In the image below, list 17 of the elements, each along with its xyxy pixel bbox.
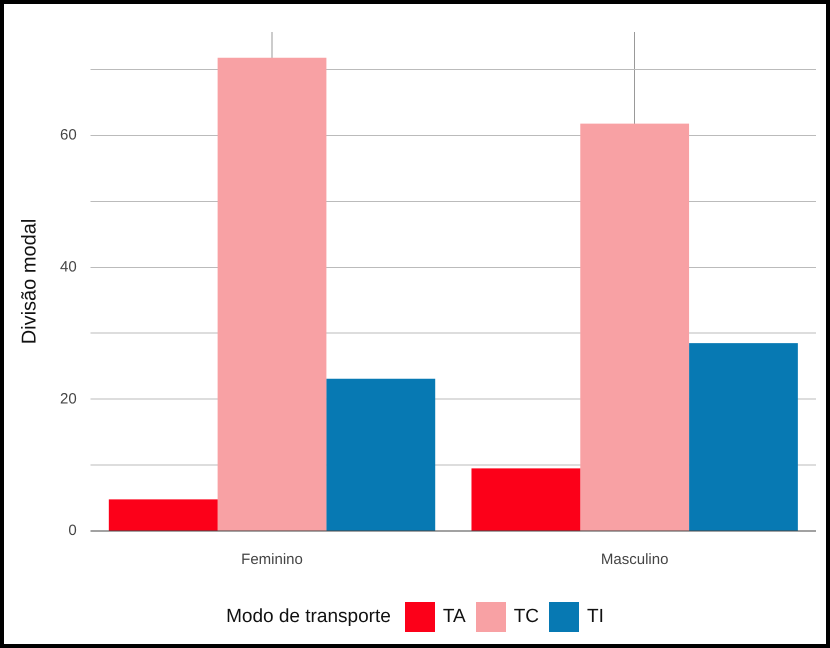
y-tick-label: 60 <box>60 126 77 144</box>
legend-label: TI <box>587 606 604 628</box>
bar <box>108 499 218 530</box>
x-tick-label: Feminino <box>241 551 303 568</box>
bar <box>218 58 326 530</box>
y-tick-label: 40 <box>60 258 77 276</box>
y-tick-label: 20 <box>60 390 77 408</box>
bar <box>471 468 580 530</box>
legend-title: Modo de transporte <box>226 606 391 628</box>
y-tick-label: 0 <box>68 522 77 540</box>
legend-label: TA <box>442 606 466 628</box>
bar <box>326 378 436 530</box>
x-tick-label: Masculino <box>600 551 668 568</box>
bar <box>580 124 690 530</box>
bar <box>689 343 798 530</box>
legend-label: TC <box>514 606 540 628</box>
y-axis-title: Divisão modal <box>18 218 41 344</box>
